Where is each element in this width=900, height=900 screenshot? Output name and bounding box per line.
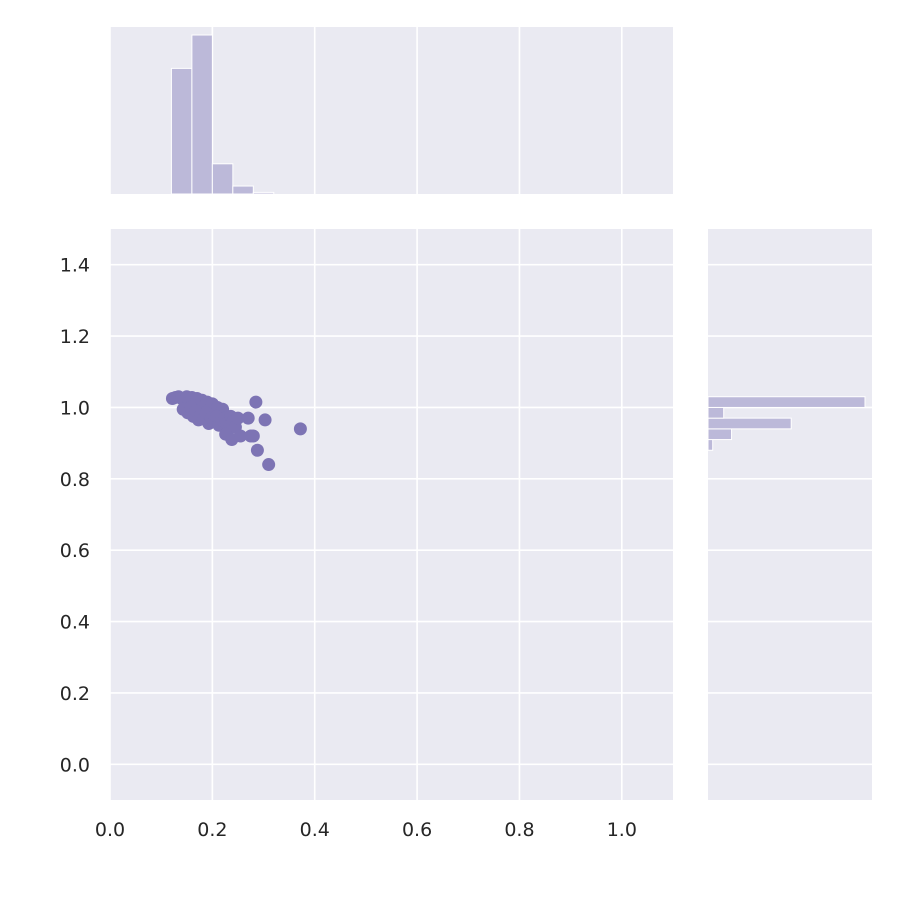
x-tick-label-0: 0.0 (95, 819, 125, 841)
x-tick-label-4: 0.8 (504, 819, 534, 841)
right-hist-bar-0 (707, 439, 714, 451)
scatter-point-50 (258, 413, 272, 427)
scatter-point-47 (246, 429, 260, 443)
grid-lines (109, 27, 872, 800)
y-tick-label-3: 0.6 (60, 540, 90, 562)
scatter-point-48 (249, 395, 263, 409)
y-tick-label-6: 1.2 (60, 326, 90, 348)
y-tick-label-5: 1.0 (60, 397, 90, 419)
scatter-point-49 (250, 443, 264, 457)
scatter-point-52 (293, 422, 307, 436)
x-tick-label-2: 0.4 (300, 819, 330, 841)
scatter-point-44 (234, 429, 248, 443)
top-hist-bar-0 (170, 67, 193, 195)
y-tick-label-7: 1.4 (60, 255, 90, 277)
x-tick-label-1: 0.2 (197, 819, 227, 841)
right-marginal-histogram (707, 396, 866, 451)
scatter-point-51 (262, 458, 276, 472)
right-marginal-panel (708, 229, 872, 800)
top-hist-bar-1 (191, 34, 213, 195)
scatter-point-41 (231, 411, 245, 425)
x-axis-tick-labels: 0.0 0.2 0.4 0.6 0.8 1.0 (95, 819, 637, 841)
top-hist-bar-2 (211, 163, 234, 195)
right-hist-bar-2 (707, 417, 792, 430)
scatter-point-45 (241, 411, 255, 425)
right-hist-bar-4 (707, 396, 866, 408)
joint-panel (110, 229, 673, 800)
y-tick-label-1: 0.2 (60, 683, 90, 705)
x-tick-label-3: 0.6 (402, 819, 432, 841)
right-hist-bar-3 (707, 406, 725, 419)
right-hist-bar-1 (707, 428, 733, 441)
top-hist-bar-4 (252, 191, 275, 195)
top-marginal-histogram (170, 34, 275, 195)
y-tick-label-4: 0.8 (60, 469, 90, 491)
scatter-points (165, 390, 307, 472)
x-tick-label-5: 1.0 (607, 819, 637, 841)
top-hist-bar-3 (232, 185, 254, 195)
y-axis-tick-labels: 0.0 0.2 0.4 0.6 0.8 1.0 1.2 1.4 (60, 255, 90, 777)
y-tick-label-0: 0.0 (60, 754, 90, 776)
y-tick-label-2: 0.4 (60, 612, 90, 634)
